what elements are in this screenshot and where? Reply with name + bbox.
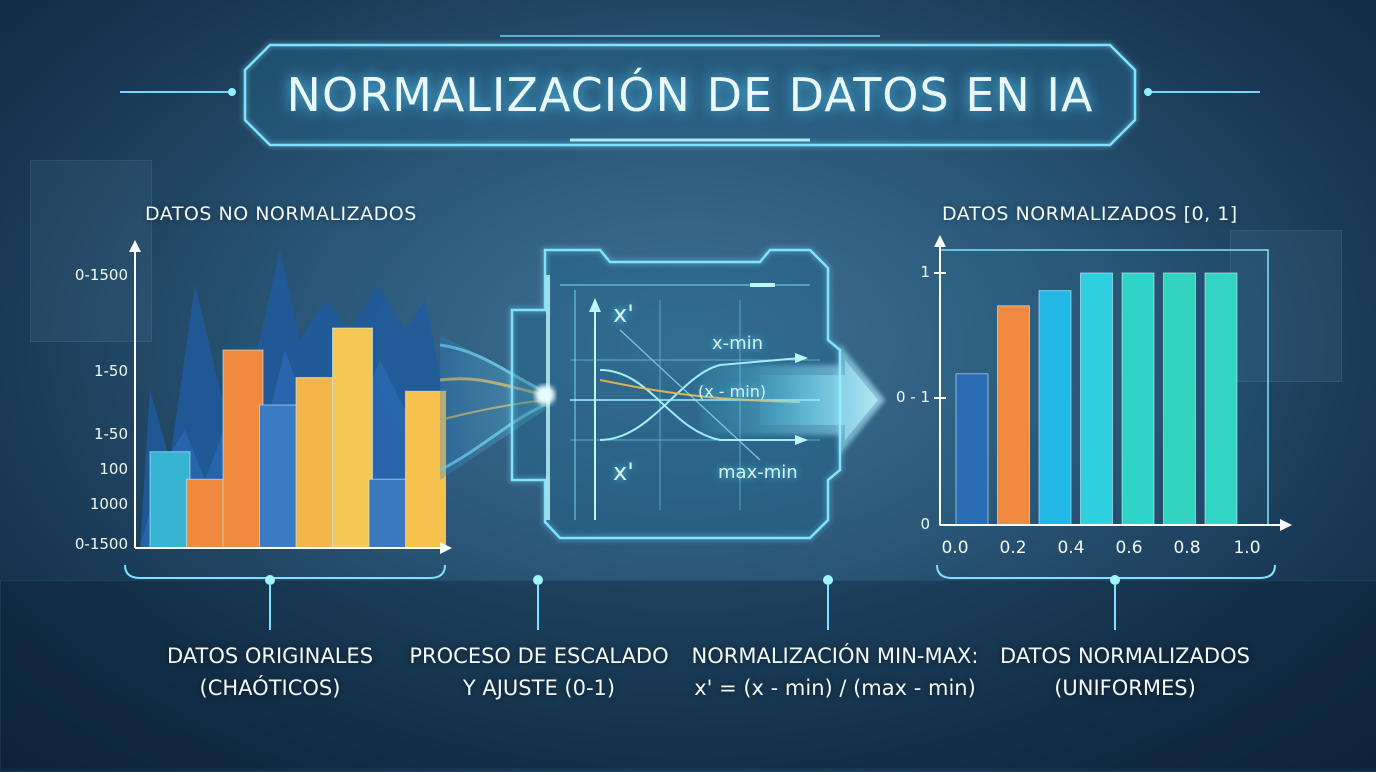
right-y-label-2: 0 [920, 515, 930, 533]
x-prime-bottom: x' [613, 458, 634, 486]
left-chart-bar-6 [368, 478, 410, 549]
right-x-label-0: 0.0 [941, 538, 969, 558]
right-chart [934, 235, 1292, 630]
max-min-label: max-min [718, 462, 798, 483]
right-chart-bar-0 [955, 373, 989, 526]
left-y-label-3: 100 [99, 460, 128, 478]
caption-original-line2: (CHAÓTICOS) [199, 676, 341, 700]
caption-normalized-line1: DATOS NORMALIZADOS [1000, 644, 1250, 668]
caption-original-line1: DATOS ORIGINALES [166, 644, 374, 668]
left-chart-bar-3 [259, 404, 300, 549]
caption-connectors [533, 575, 833, 630]
left-y-label-0: 0-1500 [74, 266, 128, 284]
right-x-label-4: 0.8 [1173, 538, 1201, 558]
background-desk [0, 580, 1376, 772]
right-y-label-1: 0 - 1 [895, 388, 930, 406]
caption-process: PROCESO DE ESCALADO Y AJUSTE (0-1) [400, 640, 678, 704]
right-x-label-3: 0.6 [1115, 538, 1143, 558]
right-chart-bar-2 [1038, 290, 1072, 526]
right-x-label-5: 1.0 [1233, 538, 1261, 558]
left-chart [124, 240, 452, 630]
left-chart-bar-4 [295, 377, 337, 549]
right-chart-bar-4 [1121, 272, 1155, 526]
right-x-label-1: 0.2 [999, 538, 1027, 558]
left-chart-bar-7 [405, 390, 446, 549]
right-y-label-0: 1 [920, 263, 930, 281]
caption-formula-line1: NORMALIZACIÓN MIN-MAX: [691, 644, 979, 668]
caption-normalized-line2: (UNIFORMES) [1054, 676, 1196, 700]
right-chart-bar-1 [997, 305, 1030, 526]
processor-frame [508, 246, 844, 542]
caption-normalized: DATOS NORMALIZADOS (UNIFORMES) [990, 640, 1260, 704]
data-streams [439, 335, 546, 480]
left-panel-heading: DATOS NO NORMALIZADOS [145, 203, 417, 225]
background-window-right [1230, 230, 1342, 382]
caption-process-line2: Y AJUSTE (0-1) [462, 676, 616, 700]
right-panel-heading: DATOS NORMALIZADOS [0, 1] [942, 203, 1238, 225]
caption-formula: NORMALIZACIÓN MIN-MAX: x' = (x - min) / … [680, 640, 990, 704]
left-chart-bar-5 [332, 327, 373, 549]
left-chart-bar-2 [222, 349, 264, 549]
title-frame [120, 35, 1260, 148]
caption-original: DATOS ORIGINALES (CHAÓTICOS) [140, 640, 400, 704]
right-chart-bar-3 [1080, 272, 1113, 526]
right-chart-bar-6 [1204, 272, 1238, 526]
title-banner: NORMALIZACIÓN DE DATOS EN IA [245, 45, 1135, 145]
right-x-label-2: 0.4 [1057, 538, 1085, 558]
page-title: NORMALIZACIÓN DE DATOS EN IA [286, 68, 1094, 122]
left-y-label-2: 1-50 [93, 425, 128, 443]
caption-formula-line2: x' = (x - min) / (max - min) [694, 676, 976, 700]
left-chart-bar-1 [186, 478, 227, 549]
right-chart-bar-5 [1163, 272, 1196, 526]
left-chart-bar-0 [149, 451, 191, 549]
left-y-label-4: 1000 [89, 495, 128, 513]
caption-process-line1: PROCESO DE ESCALADO [409, 644, 669, 668]
left-y-label-5: 0-1500 [74, 535, 128, 553]
x-min-paren-label: (x - min) [698, 382, 767, 401]
left-y-label-1: 1-50 [93, 362, 128, 380]
x-min-label: x-min [712, 333, 764, 354]
x-prime-top: x' [613, 300, 634, 328]
